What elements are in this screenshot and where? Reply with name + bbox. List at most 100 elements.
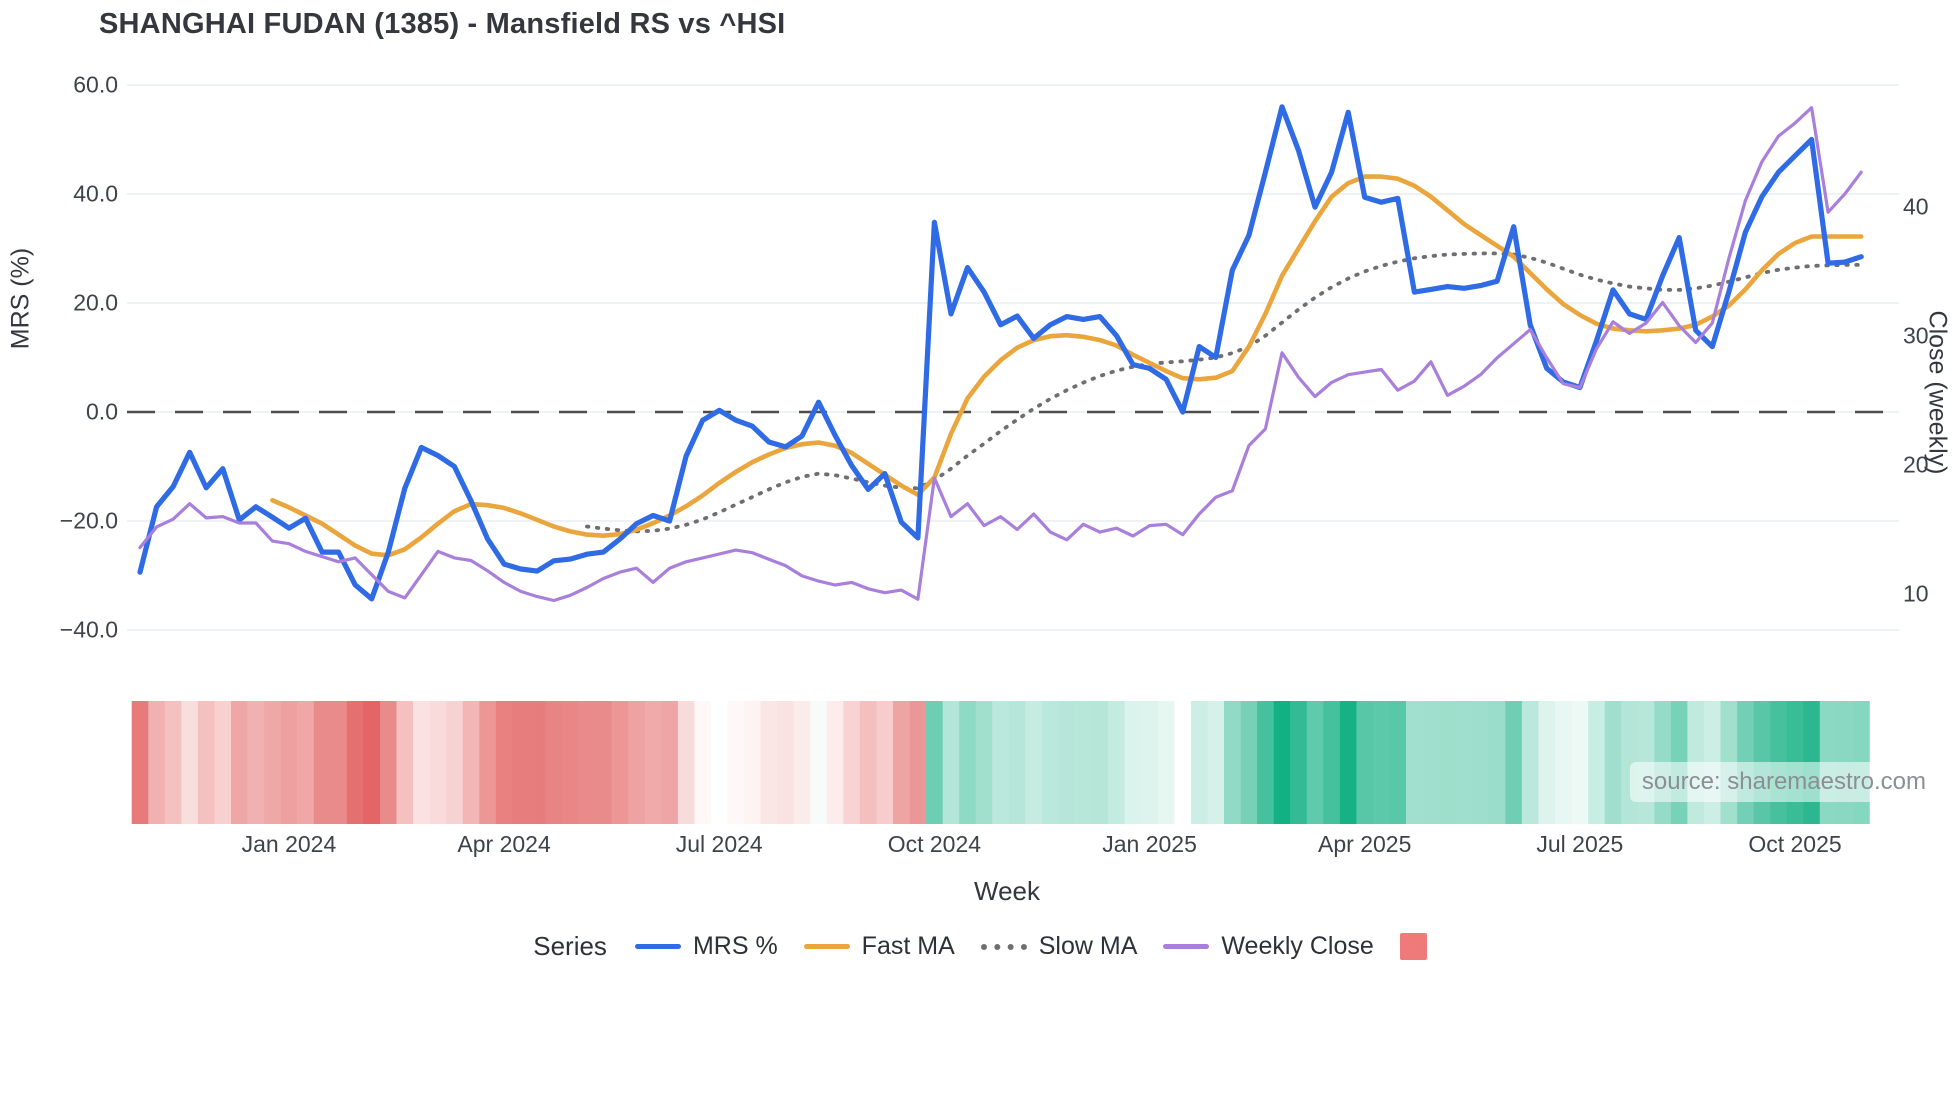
y-tick-left: −20.0 — [59, 507, 118, 534]
heat-cell — [363, 701, 381, 824]
heat-cell — [429, 701, 447, 824]
heat-cell — [826, 701, 844, 824]
source-watermark: source: sharemaestro.com — [1629, 762, 1938, 802]
heat-cell — [1141, 701, 1159, 824]
heat-cell — [1273, 701, 1291, 824]
heat-cell — [1488, 701, 1506, 824]
heat-cell — [479, 701, 497, 824]
y-tick-left: −40.0 — [59, 616, 118, 643]
y-tick-left: 60.0 — [73, 71, 118, 98]
heat-cell — [1257, 701, 1274, 824]
legend-swatch-mrs- — [634, 944, 681, 949]
heat-cell — [843, 701, 861, 824]
x-tick: Jan 2024 — [241, 831, 337, 857]
heat-cell — [1290, 701, 1308, 824]
heat-cell — [1174, 701, 1192, 824]
heat-cell — [528, 701, 546, 824]
y-tick-right: 30 — [1903, 322, 1929, 349]
legend-item: Fast MA — [803, 932, 955, 961]
legend-item: MRS % — [634, 932, 778, 961]
x-tick: Oct 2025 — [1748, 831, 1842, 857]
heat-cell — [1025, 701, 1043, 824]
heat-cell — [1240, 701, 1258, 824]
x-tick: Jul 2025 — [1536, 831, 1624, 857]
heat-cell — [231, 701, 248, 824]
heat-cell — [1521, 701, 1539, 824]
y-tick-left: 20.0 — [73, 289, 118, 316]
heat-cell — [247, 701, 265, 824]
heat-cell — [545, 701, 563, 824]
heat-cell — [1373, 701, 1390, 824]
heat-cell — [148, 701, 166, 824]
heat-cell — [793, 701, 811, 824]
legend-label: Slow MA — [1038, 932, 1138, 960]
y-tick-right: 40 — [1903, 193, 1929, 220]
heat-cell — [131, 701, 149, 824]
x-tick: Oct 2024 — [887, 831, 982, 857]
heat-cell — [1207, 701, 1225, 824]
heat-cell — [661, 701, 679, 824]
heat-cell — [942, 701, 960, 824]
heat-cell — [1108, 701, 1126, 824]
heat-cell — [777, 701, 795, 824]
heat-cell — [1555, 701, 1572, 824]
heat-cell — [1455, 701, 1473, 824]
heat-cell — [380, 701, 397, 824]
heat-cell — [330, 701, 348, 824]
heat-cell — [1538, 701, 1556, 824]
heat-cell — [810, 701, 828, 824]
heat-cell — [959, 701, 977, 824]
heat-cell — [975, 701, 993, 824]
heat-cell — [711, 701, 728, 824]
heat-cell — [1190, 701, 1208, 824]
heat-cell — [562, 701, 579, 824]
heat-cell — [1422, 701, 1440, 824]
heat-cell — [595, 701, 612, 824]
heat-cell — [462, 701, 480, 824]
heat-cell — [1505, 701, 1523, 824]
heat-cell — [346, 701, 364, 824]
heat-cell — [628, 701, 646, 824]
y-tick-left: 40.0 — [73, 180, 118, 207]
legend-series-label: Series — [533, 931, 607, 961]
y-tick-right: 20 — [1903, 451, 1929, 478]
x-axis-title: Week — [974, 876, 1040, 906]
legend-item: Slow MA — [980, 932, 1138, 961]
x-tick: Apr 2024 — [457, 831, 551, 857]
legend-swatch-heatmap — [1399, 933, 1427, 960]
heat-cell — [1588, 701, 1605, 824]
x-tick: Jul 2024 — [675, 831, 763, 857]
legend-item — [1399, 933, 1427, 960]
heat-cell — [1604, 701, 1622, 824]
y-tick-right: 10 — [1903, 580, 1929, 607]
heat-cell — [495, 701, 513, 824]
heat-cell — [1339, 701, 1357, 824]
legend-swatch-weekly-close — [1163, 944, 1210, 949]
heat-cell — [744, 701, 761, 824]
heat-cell — [1323, 701, 1341, 824]
heat-cell — [1472, 701, 1490, 824]
heat-cell — [859, 701, 877, 824]
heat-cell — [694, 701, 712, 824]
series-weekly-close — [138, 106, 1863, 603]
heat-cell — [760, 701, 778, 824]
heat-cell — [727, 701, 745, 824]
heat-cell — [280, 701, 298, 824]
x-tick: Apr 2025 — [1318, 831, 1412, 857]
heat-cell — [1439, 701, 1457, 824]
heat-cell — [992, 701, 1010, 824]
legend-label: MRS % — [692, 932, 778, 960]
heat-cell — [876, 701, 894, 824]
heat-cell — [297, 701, 315, 824]
heat-cell — [1306, 701, 1324, 824]
legend-label: Weekly Close — [1221, 932, 1374, 960]
heat-cell — [1075, 701, 1092, 824]
series-slow-ma — [585, 251, 1864, 534]
heat-cell — [1042, 701, 1059, 824]
heat-cell — [164, 701, 182, 824]
heat-cell — [264, 701, 281, 824]
heat-cell — [413, 701, 430, 824]
chart-title: SHANGHAI FUDAN (1385) - Mansfield RS vs … — [99, 8, 786, 40]
heat-cell — [1157, 701, 1175, 824]
